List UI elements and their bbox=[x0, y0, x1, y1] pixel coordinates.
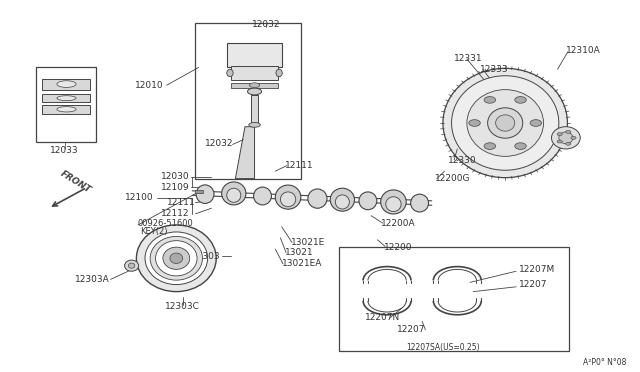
Ellipse shape bbox=[452, 76, 559, 170]
Text: 12109: 12109 bbox=[161, 183, 189, 192]
Text: 13021: 13021 bbox=[285, 248, 314, 257]
Circle shape bbox=[468, 120, 480, 126]
Text: FRONT: FRONT bbox=[59, 169, 93, 195]
Ellipse shape bbox=[57, 81, 76, 87]
Text: 12111: 12111 bbox=[167, 198, 195, 207]
Ellipse shape bbox=[253, 187, 271, 205]
Text: KEY(2): KEY(2) bbox=[140, 227, 168, 236]
Circle shape bbox=[484, 97, 495, 103]
Circle shape bbox=[571, 137, 576, 139]
Text: 12032: 12032 bbox=[205, 139, 234, 148]
Circle shape bbox=[515, 97, 526, 103]
Text: 12033: 12033 bbox=[51, 146, 79, 155]
Text: 12032: 12032 bbox=[252, 20, 280, 29]
Ellipse shape bbox=[196, 185, 214, 203]
Bar bbox=[230, 66, 278, 80]
Ellipse shape bbox=[248, 88, 262, 95]
Text: 12207SA(US=0.25): 12207SA(US=0.25) bbox=[406, 343, 480, 352]
Text: 12030: 12030 bbox=[161, 172, 189, 181]
Circle shape bbox=[515, 143, 526, 150]
Text: 12200A: 12200A bbox=[381, 219, 415, 228]
Ellipse shape bbox=[227, 69, 233, 77]
Polygon shape bbox=[252, 95, 258, 123]
Text: 12200G: 12200G bbox=[435, 174, 470, 183]
Text: 12331: 12331 bbox=[454, 54, 483, 62]
Ellipse shape bbox=[276, 69, 282, 77]
Circle shape bbox=[530, 120, 541, 126]
Circle shape bbox=[484, 143, 495, 150]
Ellipse shape bbox=[488, 108, 523, 138]
Text: 12207N: 12207N bbox=[365, 313, 400, 322]
Text: 12330: 12330 bbox=[448, 155, 476, 164]
Ellipse shape bbox=[443, 68, 568, 178]
Ellipse shape bbox=[129, 263, 135, 268]
Ellipse shape bbox=[280, 192, 296, 207]
Ellipse shape bbox=[170, 253, 182, 263]
Ellipse shape bbox=[136, 225, 216, 292]
Text: 13021EA: 13021EA bbox=[282, 259, 322, 268]
Ellipse shape bbox=[250, 83, 260, 87]
Ellipse shape bbox=[552, 127, 580, 149]
Ellipse shape bbox=[381, 190, 406, 214]
Polygon shape bbox=[236, 127, 255, 179]
Ellipse shape bbox=[221, 182, 246, 205]
Text: 12333: 12333 bbox=[479, 65, 508, 74]
Ellipse shape bbox=[145, 232, 207, 285]
Ellipse shape bbox=[559, 132, 573, 144]
Text: 12303C: 12303C bbox=[165, 302, 200, 311]
Text: 12207: 12207 bbox=[397, 325, 425, 334]
Text: 12303A: 12303A bbox=[74, 275, 109, 284]
Circle shape bbox=[557, 140, 562, 143]
Circle shape bbox=[566, 142, 571, 145]
Bar bbox=[195, 190, 203, 193]
Circle shape bbox=[566, 130, 571, 133]
Bar bbox=[42, 94, 90, 102]
Ellipse shape bbox=[275, 185, 301, 209]
Ellipse shape bbox=[411, 194, 429, 212]
Text: 12310A: 12310A bbox=[566, 46, 600, 55]
Ellipse shape bbox=[467, 90, 543, 156]
Ellipse shape bbox=[57, 96, 76, 100]
Text: 12207M: 12207M bbox=[519, 265, 556, 274]
Ellipse shape bbox=[156, 241, 197, 276]
Ellipse shape bbox=[249, 122, 260, 127]
Text: 12111: 12111 bbox=[285, 161, 314, 170]
Ellipse shape bbox=[227, 188, 241, 202]
Bar bbox=[36, 67, 97, 141]
Ellipse shape bbox=[335, 195, 349, 209]
Text: A²P0° N°08: A²P0° N°08 bbox=[583, 357, 627, 366]
Bar bbox=[195, 23, 301, 179]
Text: 12303: 12303 bbox=[193, 252, 221, 261]
Text: 12200: 12200 bbox=[384, 243, 412, 251]
Ellipse shape bbox=[308, 189, 327, 208]
Text: 12010: 12010 bbox=[135, 81, 164, 90]
Text: 12207: 12207 bbox=[519, 280, 548, 289]
Ellipse shape bbox=[57, 107, 76, 112]
Bar bbox=[339, 247, 569, 351]
Bar bbox=[227, 43, 282, 67]
Bar bbox=[42, 78, 90, 90]
Ellipse shape bbox=[150, 236, 202, 280]
Ellipse shape bbox=[163, 247, 189, 269]
Text: 12100: 12100 bbox=[125, 193, 154, 202]
Ellipse shape bbox=[330, 188, 355, 211]
Ellipse shape bbox=[495, 115, 515, 131]
Ellipse shape bbox=[386, 197, 401, 212]
Text: 13021E: 13021E bbox=[291, 238, 326, 247]
Bar bbox=[42, 105, 90, 114]
Text: 12112: 12112 bbox=[161, 209, 189, 218]
Bar bbox=[230, 83, 278, 88]
Circle shape bbox=[557, 133, 562, 136]
Text: 00926-51600: 00926-51600 bbox=[138, 219, 194, 228]
Ellipse shape bbox=[359, 192, 377, 210]
Ellipse shape bbox=[125, 260, 139, 271]
